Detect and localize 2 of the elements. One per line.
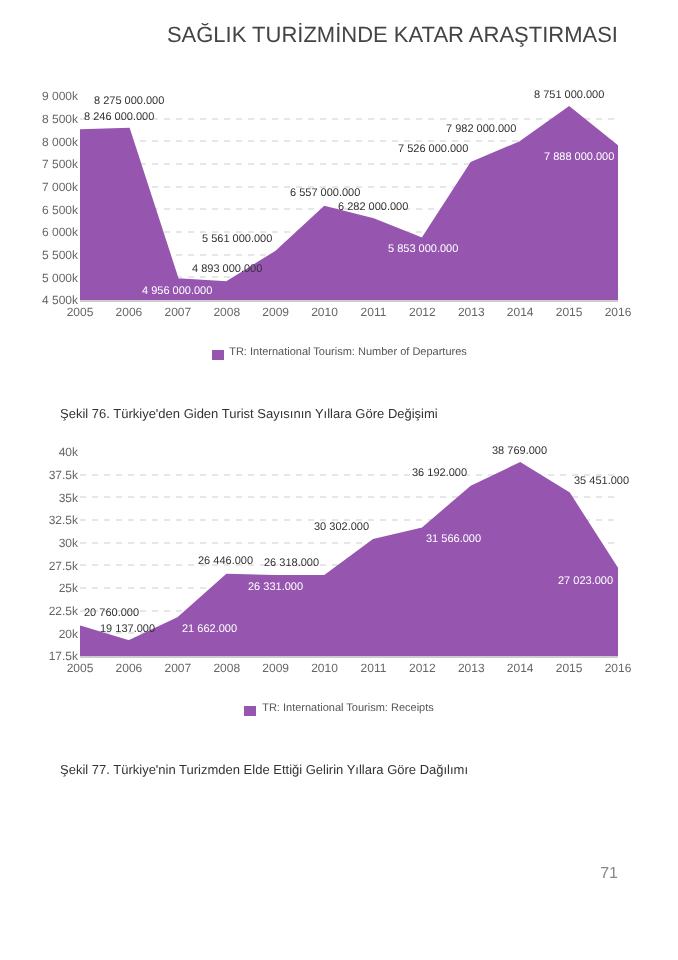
text: 71 [600, 864, 618, 882]
chart-title: SAĞLIK TURİZMİNDE KATAR ARAŞTIRMASI [166, 24, 618, 48]
